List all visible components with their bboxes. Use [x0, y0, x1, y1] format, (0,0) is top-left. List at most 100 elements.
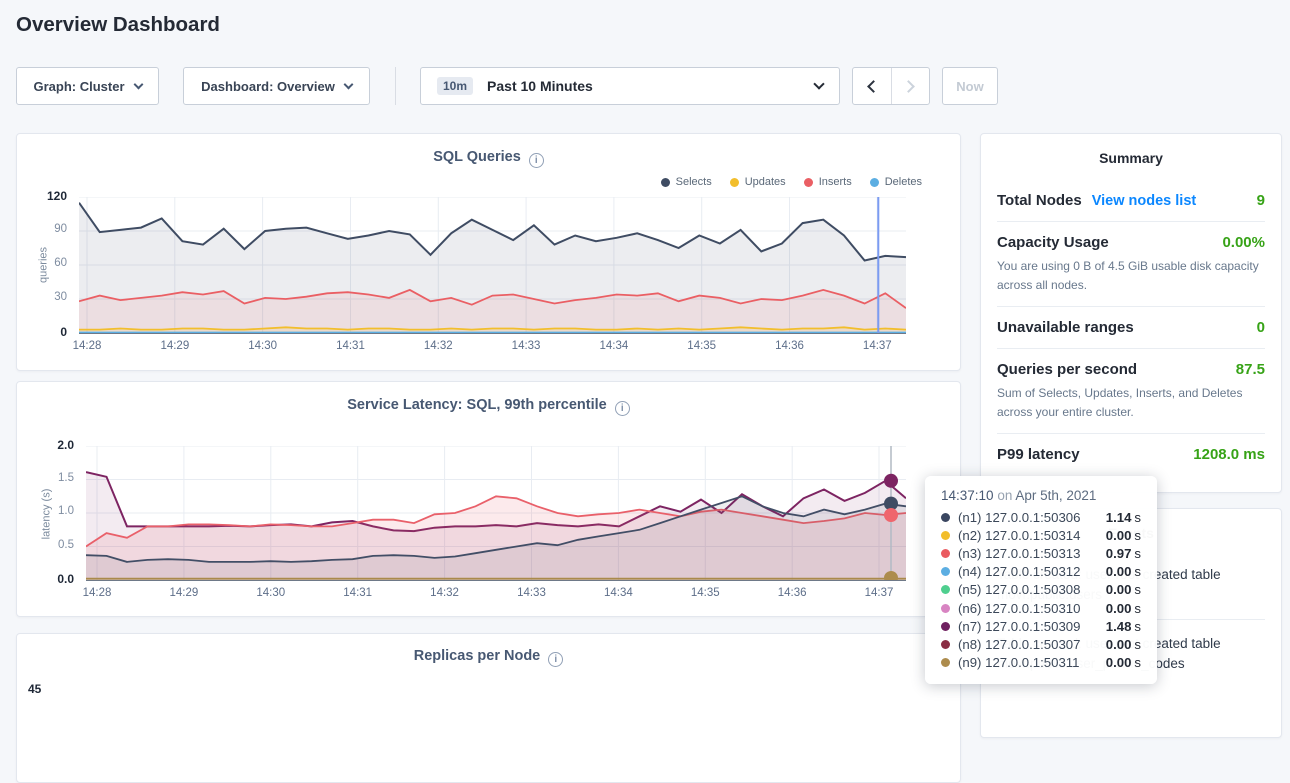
y-tick-label: 30 [54, 291, 67, 303]
legend-dot [661, 178, 670, 187]
summary-row-total-nodes: Total Nodes View nodes list 9 [997, 180, 1265, 222]
time-step-buttons [852, 67, 930, 105]
info-icon[interactable]: i [529, 153, 544, 168]
legend-item-deletes[interactable]: Deletes [870, 176, 922, 188]
legend-label: Updates [745, 176, 786, 188]
time-range-badge: 10m [437, 77, 473, 95]
info-icon[interactable]: i [548, 652, 563, 667]
time-range-label: Past 10 Minutes [487, 78, 593, 94]
hover-dot [884, 508, 898, 522]
x-tick-label: 14:36 [762, 587, 822, 599]
x-tick-label: 14:29 [154, 587, 214, 599]
info-icon[interactable]: i [615, 401, 630, 416]
x-tick-label: 14:29 [145, 340, 205, 352]
x-tick-label: 14:36 [760, 340, 820, 352]
node-latency-unit: s [1134, 546, 1141, 561]
x-tick-label: 14:28 [57, 340, 117, 352]
x-axis-ticks: 14:2814:2914:3014:3114:3214:3314:3414:35… [86, 587, 906, 603]
node-address: (n9) 127.0.0.1:50311 [958, 655, 1106, 670]
toolbar-divider [395, 67, 396, 105]
node-address: (n2) 127.0.0.1:50314 [958, 528, 1106, 543]
legend-label: Selects [676, 176, 712, 188]
node-latency-unit: s [1134, 564, 1141, 579]
tooltip-node-row: (n2) 127.0.0.1:503140.00s [941, 526, 1141, 544]
view-nodes-list-link[interactable]: View nodes list [1092, 193, 1197, 209]
node-latency-unit: s [1134, 510, 1141, 525]
hover-dot [884, 474, 898, 488]
dashboard-dropdown-label: Dashboard: Overview [201, 79, 335, 94]
node-latency-value: 0.00 [1106, 655, 1132, 670]
summary-label: Queries per second [997, 361, 1137, 378]
y-tick-label: 2.0 [57, 438, 74, 452]
y-tick-label: 1.5 [58, 472, 74, 484]
chart-header: Service Latency: SQL, 99th percentile i [17, 396, 960, 416]
y-tick-label: 120 [47, 189, 67, 203]
time-prev-button[interactable] [853, 68, 891, 104]
chevron-down-icon [813, 78, 824, 89]
summary-row-capacity-usage: Capacity Usage 0.00% You are using 0 B o… [997, 222, 1265, 307]
tooltip-node-row: (n6) 127.0.0.1:503100.00s [941, 599, 1141, 617]
chart-legend: Selects Updates Inserts Deletes [661, 176, 922, 188]
y-tick-label: 90 [54, 223, 67, 235]
time-range-select[interactable]: 10m Past 10 Minutes [420, 67, 840, 105]
tooltip-node-row: (n4) 127.0.0.1:503120.00s [941, 563, 1141, 581]
graph-dropdown-label: Graph: Cluster [33, 79, 124, 94]
y-axis-ticks: 0.00.51.01.52.0 [17, 446, 82, 581]
y-tick-label: 0.0 [57, 572, 74, 586]
y-tick-label: 45 [28, 682, 41, 696]
legend-dot [870, 178, 879, 187]
y-tick-label: 60 [54, 257, 67, 269]
x-tick-label: 14:30 [233, 340, 293, 352]
summary-label: Capacity Usage [997, 234, 1109, 251]
node-latency-unit: s [1134, 528, 1141, 543]
chart-title: Service Latency: SQL, 99th percentile [347, 397, 607, 413]
tooltip-node-row: (n3) 127.0.0.1:503130.97s [941, 544, 1141, 562]
x-tick-label: 14:33 [496, 340, 556, 352]
chart-hover-tooltip: 14:37:10 on Apr 5th, 2021 (n1) 127.0.0.1… [925, 476, 1157, 684]
tooltip-date: Apr 5th, 2021 [1015, 488, 1096, 503]
summary-subtext: You are using 0 B of 4.5 GiB usable disk… [997, 257, 1265, 294]
time-next-button[interactable] [891, 68, 930, 104]
summary-row-unavailable-ranges: Unavailable ranges 0 [997, 307, 1265, 349]
node-color-dot [941, 658, 950, 667]
summary-row-queries-per-second: Queries per second 87.5 Sum of Selects, … [997, 349, 1265, 434]
tooltip-timestamp: 14:37:10 on Apr 5th, 2021 [941, 488, 1141, 503]
chevron-right-icon [902, 80, 915, 93]
summary-panel: Summary Total Nodes View nodes list 9 Ca… [980, 133, 1282, 493]
dashboard-dropdown[interactable]: Dashboard: Overview [183, 67, 370, 105]
y-axis-ticks: 0306090120 [17, 197, 75, 334]
summary-label: Total Nodes [997, 192, 1082, 209]
node-color-dot [941, 640, 950, 649]
graph-dropdown[interactable]: Graph: Cluster [16, 67, 159, 105]
service-latency-plot[interactable] [86, 446, 906, 581]
chevron-down-icon [133, 80, 143, 90]
summary-value: 0.00% [1222, 234, 1265, 251]
node-latency-value: 1.48 [1106, 619, 1132, 634]
sql-queries-plot[interactable] [79, 197, 906, 334]
now-button[interactable]: Now [942, 67, 998, 105]
node-latency-value: 0.97 [1106, 546, 1132, 561]
node-latency-unit: s [1134, 619, 1141, 634]
x-tick-label: 14:34 [584, 340, 644, 352]
y-tick-label: 1.0 [58, 505, 74, 517]
node-latency-value: 0.00 [1106, 637, 1132, 652]
chart-header: Replicas per Nodei [17, 647, 960, 667]
y-tick-label: 0 [60, 325, 67, 339]
tooltip-on: on [997, 488, 1012, 503]
legend-item-selects[interactable]: Selects [661, 176, 712, 188]
node-latency-value: 0.00 [1106, 528, 1132, 543]
tooltip-node-row: (n5) 127.0.0.1:503080.00s [941, 581, 1141, 599]
node-color-dot [941, 604, 950, 613]
chevron-down-icon [343, 80, 353, 90]
legend-label: Deletes [885, 176, 922, 188]
summary-subtext: Sum of Selects, Updates, Inserts, and De… [997, 384, 1265, 421]
legend-item-inserts[interactable]: Inserts [804, 176, 852, 188]
legend-label: Inserts [819, 176, 852, 188]
summary-label: P99 latency [997, 446, 1080, 463]
x-tick-label: 14:37 [847, 340, 907, 352]
y-tick-label: 0.5 [58, 539, 74, 551]
legend-item-updates[interactable]: Updates [730, 176, 786, 188]
node-latency-value: 0.00 [1106, 601, 1132, 616]
page-title: Overview Dashboard [16, 13, 220, 37]
summary-label: Unavailable ranges [997, 319, 1134, 336]
